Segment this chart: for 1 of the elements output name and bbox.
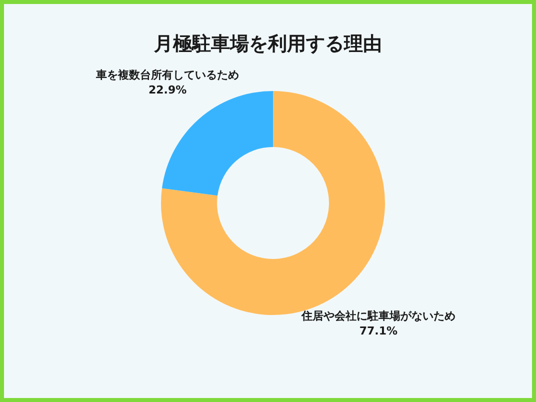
title: 月極駐車場を利用する理由 <box>154 33 382 55</box>
